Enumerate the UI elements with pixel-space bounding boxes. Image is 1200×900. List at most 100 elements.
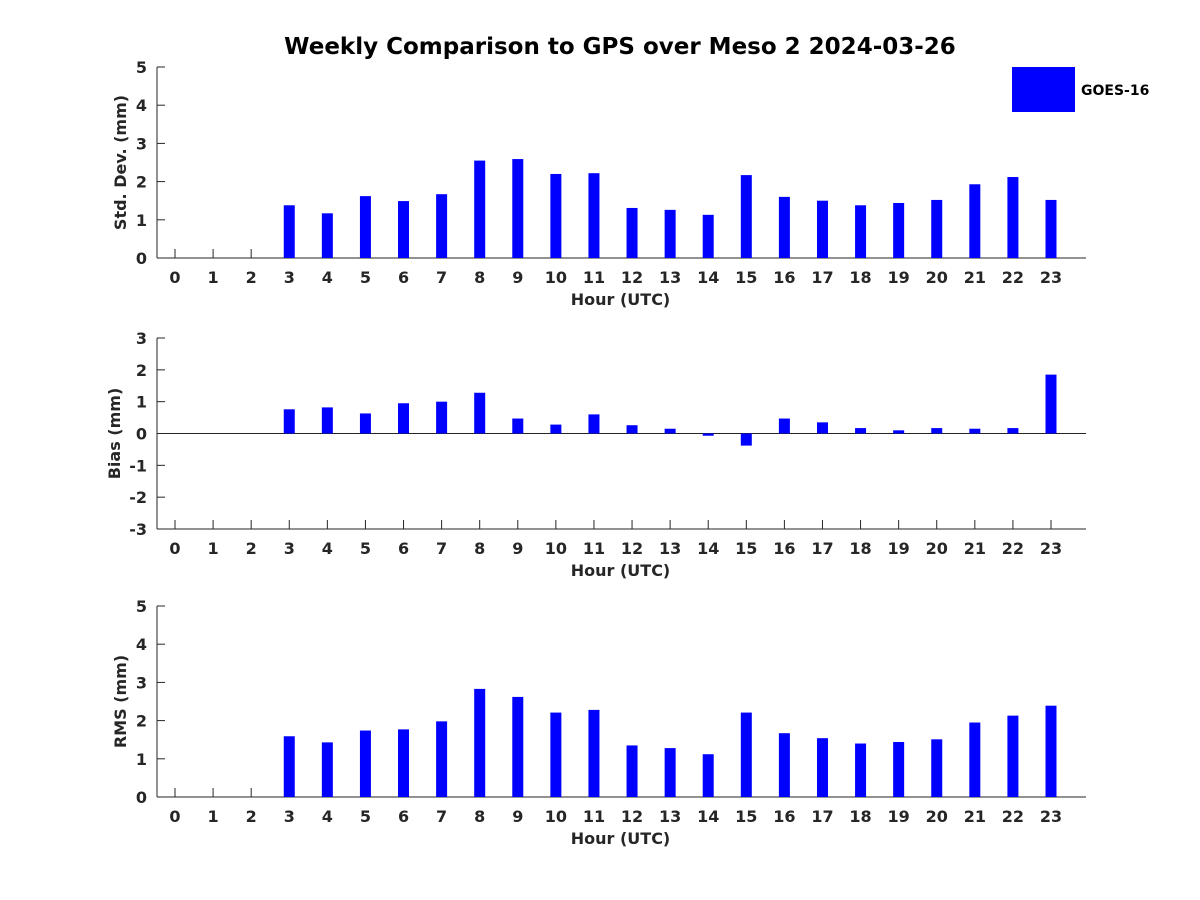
x-tick-label: 7 [436, 807, 447, 826]
y-tick-label: 3 [136, 329, 147, 348]
bar-std-hour-10 [550, 173, 562, 258]
x-tick-label: 20 [926, 539, 948, 558]
x-tick-label: 11 [583, 807, 605, 826]
bar-bias-hour-4 [321, 407, 333, 434]
x-tick-label: 23 [1040, 539, 1062, 558]
bar-rms-hour-9 [512, 696, 524, 797]
bar-std-hour-8 [474, 160, 486, 258]
x-tick-label: 12 [621, 268, 643, 287]
x-tick-label: 20 [926, 807, 948, 826]
y-tick-label: 4 [136, 635, 147, 654]
x-tick-label: 0 [169, 807, 180, 826]
x-tick-label: 9 [512, 807, 523, 826]
y-tick-label: 1 [136, 393, 147, 412]
x-tick-label: 1 [208, 807, 219, 826]
x-tick-label: 3 [284, 807, 295, 826]
x-tick-label: 6 [398, 807, 409, 826]
x-tick-label: 11 [583, 539, 605, 558]
legend: GOES-16 [1012, 67, 1149, 112]
x-tick-label: 19 [888, 807, 910, 826]
x-tick-label: 8 [474, 807, 485, 826]
bar-rms-hour-6 [398, 729, 410, 797]
x-tick-label: 16 [773, 807, 795, 826]
x-tick-label: 13 [659, 539, 681, 558]
bar-std-hour-7 [436, 194, 448, 258]
y-tick-label: -3 [129, 520, 147, 539]
bar-bias-hour-5 [359, 413, 371, 434]
x-tick-label: 7 [436, 268, 447, 287]
x-tick-label: 4 [322, 807, 333, 826]
x-tick-label: 17 [811, 539, 833, 558]
x-tick-label: 13 [659, 807, 681, 826]
bar-std-hour-16 [778, 196, 790, 258]
x-tick-label: 2 [246, 807, 257, 826]
bar-std-hour-15 [740, 175, 752, 258]
bar-bias-hour-18 [855, 428, 867, 434]
x-tick-label: 22 [1002, 268, 1024, 287]
bar-rms-hour-11 [588, 709, 600, 797]
x-tick-label: 17 [811, 268, 833, 287]
x-tick-label: 3 [284, 539, 295, 558]
x-tick-label: 12 [621, 807, 643, 826]
x-tick-label: 2 [246, 539, 257, 558]
x-axis-label: Hour (UTC) [571, 561, 671, 580]
x-tick-label: 17 [811, 807, 833, 826]
y-tick-label: 1 [136, 211, 147, 230]
bar-std-hour-22 [1007, 177, 1019, 258]
y-tick-label: 3 [136, 134, 147, 153]
bar-bias-hour-21 [969, 428, 981, 434]
x-tick-label: 6 [398, 268, 409, 287]
y-tick-label: 5 [136, 58, 147, 77]
y-tick-label: -2 [129, 488, 147, 507]
bar-bias-hour-14 [702, 433, 714, 436]
x-tick-label: 10 [545, 807, 567, 826]
x-tick-label: 16 [773, 268, 795, 287]
bar-std-hour-9 [512, 159, 524, 258]
x-tick-label: 14 [697, 268, 719, 287]
x-tick-label: 18 [849, 268, 871, 287]
x-tick-label: 10 [545, 539, 567, 558]
legend-swatch [1012, 67, 1075, 112]
bar-bias-hour-19 [893, 430, 905, 434]
x-tick-label: 16 [773, 539, 795, 558]
bar-bias-hour-6 [398, 403, 410, 434]
x-tick-label: 22 [1002, 807, 1024, 826]
bar-rms-hour-23 [1045, 705, 1057, 797]
bar-std-hour-14 [702, 214, 714, 258]
x-tick-label: 5 [360, 268, 371, 287]
x-tick-label: 2 [246, 268, 257, 287]
x-tick-label: 19 [888, 268, 910, 287]
bar-bias-hour-3 [283, 409, 295, 434]
y-tick-label: 0 [136, 249, 147, 268]
x-tick-label: 3 [284, 268, 295, 287]
bar-std-hour-6 [398, 201, 410, 258]
bar-rms-hour-14 [702, 754, 714, 797]
bar-rms-hour-16 [778, 733, 790, 797]
x-tick-label: 12 [621, 539, 643, 558]
x-tick-label: 15 [735, 268, 757, 287]
x-tick-label: 10 [545, 268, 567, 287]
x-tick-label: 21 [964, 539, 986, 558]
bar-bias-hour-16 [778, 418, 790, 434]
bar-rms-hour-20 [931, 739, 943, 797]
bar-std-hour-21 [969, 184, 981, 258]
bar-bias-hour-12 [626, 425, 638, 434]
x-axis-label: Hour (UTC) [571, 290, 671, 309]
bar-rms-hour-22 [1007, 715, 1019, 797]
bar-std-hour-17 [816, 200, 828, 258]
bar-rms-hour-8 [474, 688, 486, 797]
y-axis-label: RMS (mm) [111, 655, 130, 748]
x-tick-label: 0 [169, 539, 180, 558]
chart-title: Weekly Comparison to GPS over Meso 2 202… [284, 34, 956, 60]
y-tick-label: 4 [136, 96, 147, 115]
x-tick-label: 21 [964, 807, 986, 826]
x-tick-label: 23 [1040, 268, 1062, 287]
bar-std-hour-5 [359, 196, 371, 258]
y-axis-label: Std. Dev. (mm) [111, 95, 130, 230]
bar-rms-hour-4 [321, 742, 333, 797]
y-tick-label: 0 [136, 788, 147, 807]
y-tick-label: 0 [136, 425, 147, 444]
x-tick-label: 1 [208, 539, 219, 558]
y-axis-label: Bias (mm) [105, 388, 124, 480]
